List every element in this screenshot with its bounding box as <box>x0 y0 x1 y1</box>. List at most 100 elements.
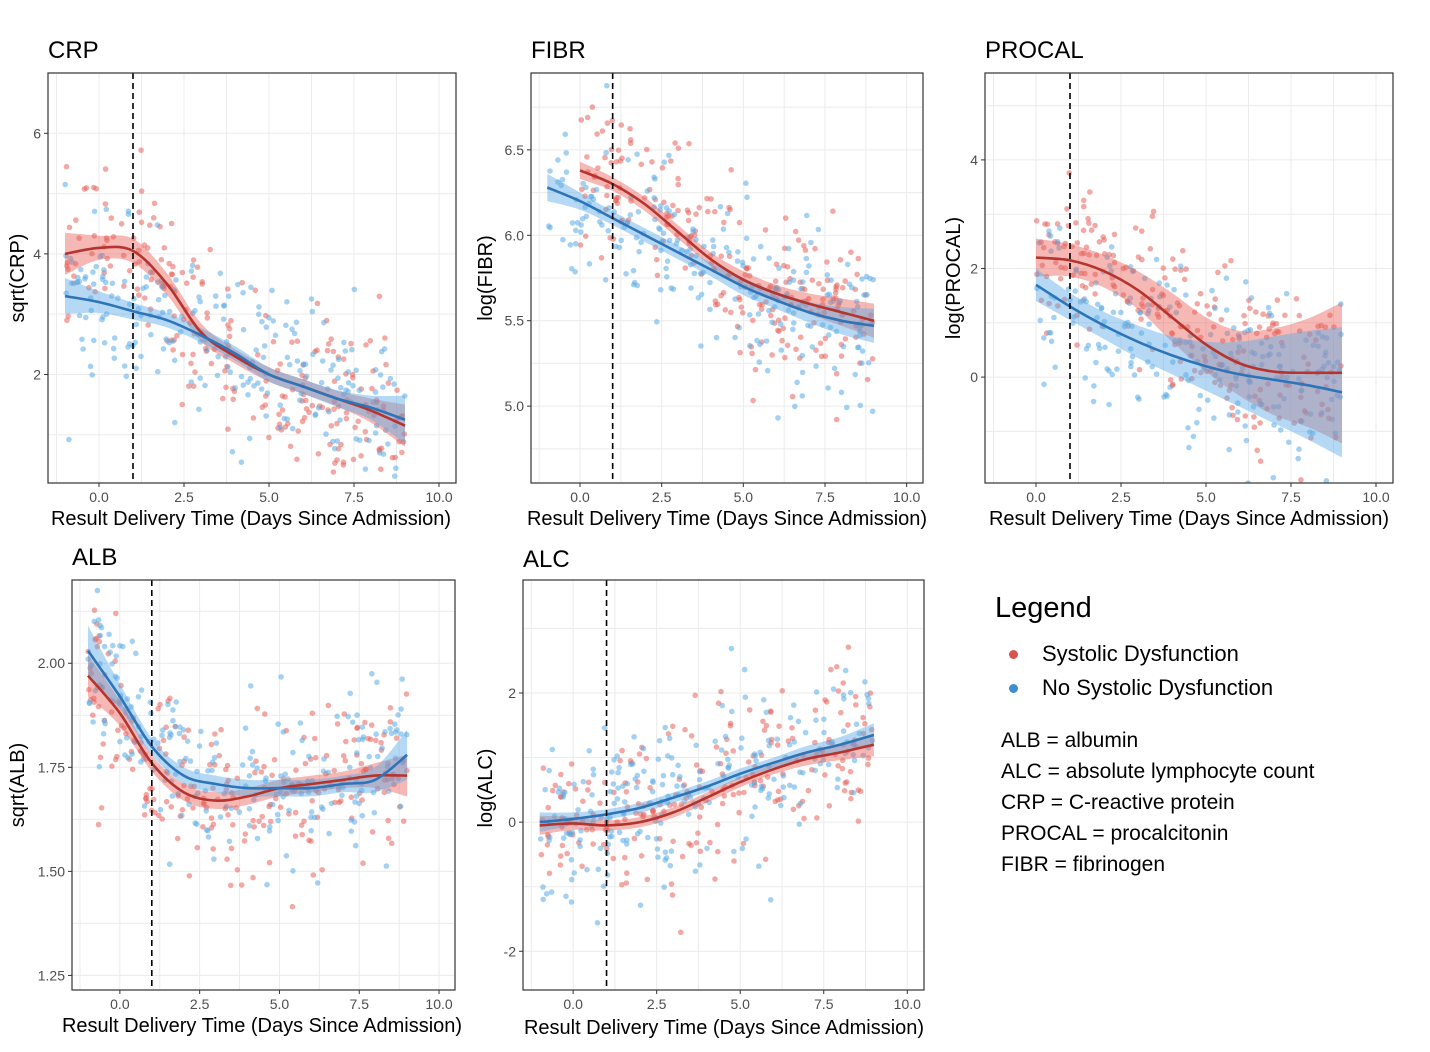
data-point <box>1190 433 1197 440</box>
data-point <box>643 755 650 762</box>
data-point <box>289 386 296 393</box>
data-point <box>186 873 193 879</box>
data-point <box>369 385 375 392</box>
data-point <box>1248 295 1255 301</box>
data-point <box>1228 382 1234 388</box>
data-point <box>627 212 634 218</box>
data-point <box>283 853 290 859</box>
data-point <box>577 242 584 248</box>
data-point <box>704 845 710 852</box>
data-point <box>736 324 742 331</box>
data-point <box>618 237 624 244</box>
data-point <box>623 271 629 277</box>
data-point <box>362 466 369 472</box>
data-point <box>828 666 834 673</box>
data-point <box>190 257 197 263</box>
data-point <box>572 241 579 247</box>
data-point <box>1236 344 1242 350</box>
data-point <box>264 881 270 888</box>
data-point <box>272 332 279 339</box>
y-tick-label: 2.00 <box>38 655 65 671</box>
data-point <box>1110 252 1117 259</box>
data-point <box>303 397 309 404</box>
data-point <box>331 398 338 405</box>
legend-label: No Systolic Dysfunction <box>1042 675 1274 700</box>
data-point <box>143 284 149 290</box>
data-point <box>223 339 230 345</box>
data-point <box>1171 338 1178 345</box>
data-point <box>1149 213 1156 220</box>
data-point <box>1107 262 1113 269</box>
data-point <box>797 800 804 807</box>
data-point <box>1319 409 1325 416</box>
data-point <box>714 821 721 828</box>
data-point <box>658 247 664 254</box>
data-point <box>659 165 666 171</box>
data-point <box>668 158 674 164</box>
data-point <box>377 372 384 378</box>
data-point <box>238 373 245 380</box>
data-point <box>738 304 745 311</box>
data-point <box>80 346 86 352</box>
data-point <box>399 676 406 682</box>
data-point <box>309 402 316 409</box>
data-point <box>860 730 867 737</box>
data-point <box>1201 353 1208 360</box>
data-point <box>821 309 827 316</box>
data-point <box>217 270 224 277</box>
data-point <box>1062 265 1068 271</box>
data-point <box>641 811 647 818</box>
data-point <box>253 758 259 764</box>
data-point <box>657 207 663 213</box>
data-point <box>330 362 336 369</box>
data-point <box>649 808 656 814</box>
data-point <box>730 748 736 754</box>
data-point <box>262 711 268 717</box>
data-point <box>797 334 804 341</box>
data-point <box>173 699 179 705</box>
data-point <box>615 147 622 153</box>
data-point <box>142 295 148 301</box>
fit-line <box>87 674 408 803</box>
data-point <box>769 352 775 358</box>
data-point <box>1104 254 1110 260</box>
data-point <box>816 280 822 287</box>
data-point <box>734 258 741 264</box>
data-point <box>687 246 693 252</box>
data-point <box>583 827 590 833</box>
data-point <box>282 424 289 430</box>
data-point <box>696 814 703 820</box>
data-point <box>274 367 281 374</box>
data-point <box>675 207 681 214</box>
data-point <box>1070 314 1077 320</box>
data-point <box>387 705 394 711</box>
data-point <box>331 445 338 452</box>
data-point <box>697 848 704 855</box>
data-point <box>857 402 864 409</box>
data-point <box>400 818 407 824</box>
data-point <box>634 831 641 837</box>
data-point <box>318 379 325 386</box>
data-point <box>625 157 631 163</box>
data-point <box>767 897 774 903</box>
data-point <box>821 716 827 722</box>
data-point <box>1106 401 1112 408</box>
x-tick-label: 5.0 <box>1196 489 1216 505</box>
data-point <box>608 828 615 834</box>
data-point <box>348 828 355 834</box>
data-point <box>330 493 336 499</box>
data-point <box>286 807 292 814</box>
data-point <box>614 200 621 207</box>
scatter-points <box>546 82 877 421</box>
data-point <box>159 732 165 739</box>
data-point <box>320 768 327 774</box>
data-point <box>1036 240 1042 246</box>
data-point <box>710 243 717 250</box>
data-point <box>234 775 241 782</box>
data-point <box>194 768 200 775</box>
data-point <box>217 814 224 820</box>
data-point <box>616 764 622 771</box>
data-point <box>283 322 289 329</box>
data-point <box>1332 430 1339 437</box>
data-point <box>1301 354 1307 360</box>
